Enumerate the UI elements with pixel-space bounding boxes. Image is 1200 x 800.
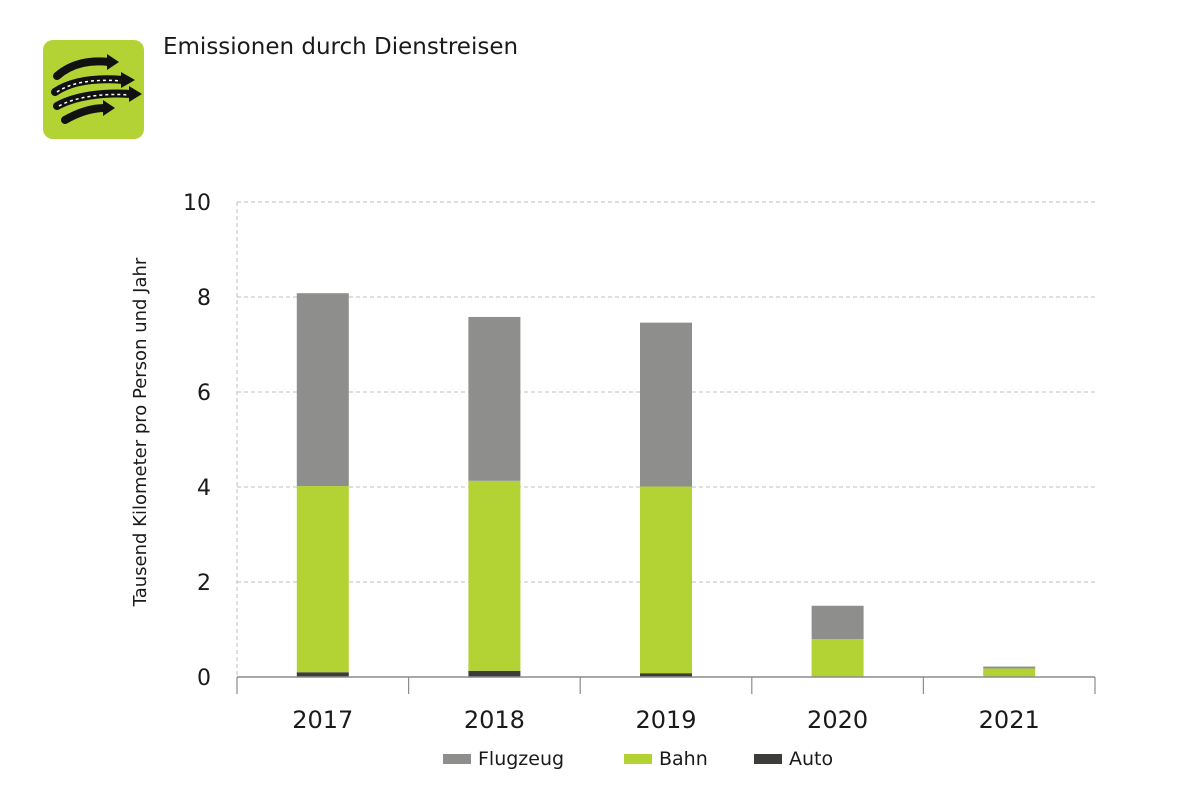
legend-swatch-bahn (624, 754, 652, 764)
legend-label-flugzeug: Flugzeug (478, 748, 564, 770)
x-tick-label: 2018 (464, 706, 525, 734)
bar-flugzeug-2018 (468, 316, 521, 481)
bar-flugzeug-2021 (983, 666, 1036, 669)
bar-bahn-2017 (296, 486, 349, 673)
y-axis-label: Tausend Kilometer pro Person und Jahr (130, 257, 151, 607)
y-tick-label: 0 (197, 666, 211, 691)
legend: Flugzeug Bahn Auto (443, 748, 833, 770)
bar-flugzeug-2020 (811, 605, 864, 639)
bar-bahn-2020 (811, 639, 864, 677)
bar-auto-2019 (640, 673, 692, 677)
legend-label-auto: Auto (789, 748, 833, 770)
legend-label-bahn: Bahn (659, 748, 708, 770)
bar-bahn-2018 (468, 480, 521, 671)
y-tick-label: 2 (197, 571, 211, 596)
bar-auto-2018 (468, 670, 521, 677)
y-tick-label: 4 (197, 476, 211, 501)
x-tick-labels: 2017 2018 2019 2020 2021 (292, 706, 1039, 734)
bar-auto-2017 (296, 672, 349, 677)
travel-arrows-icon (43, 40, 144, 139)
bar-flugzeug-2017 (296, 293, 349, 487)
bar-bahn-2019 (640, 486, 692, 674)
y-tick-label: 10 (183, 191, 211, 216)
y-tick-label: 6 (197, 381, 211, 406)
legend-swatch-flugzeug (443, 754, 471, 764)
bar-flugzeug-2019 (640, 322, 692, 487)
y-tick-label: 8 (197, 286, 211, 311)
x-tick-label: 2021 (979, 706, 1040, 734)
x-tick-label: 2019 (635, 706, 696, 734)
x-tick-label: 2020 (807, 706, 868, 734)
legend-swatch-auto (754, 754, 782, 764)
y-tick-labels: 0 2 4 6 8 10 (183, 191, 211, 691)
axes (236, 202, 1096, 694)
x-tick-label: 2017 (292, 706, 353, 734)
bars (296, 293, 1036, 677)
bar-bahn-2021 (983, 668, 1036, 677)
page-title: Emissionen durch Dienstreisen (163, 34, 519, 60)
